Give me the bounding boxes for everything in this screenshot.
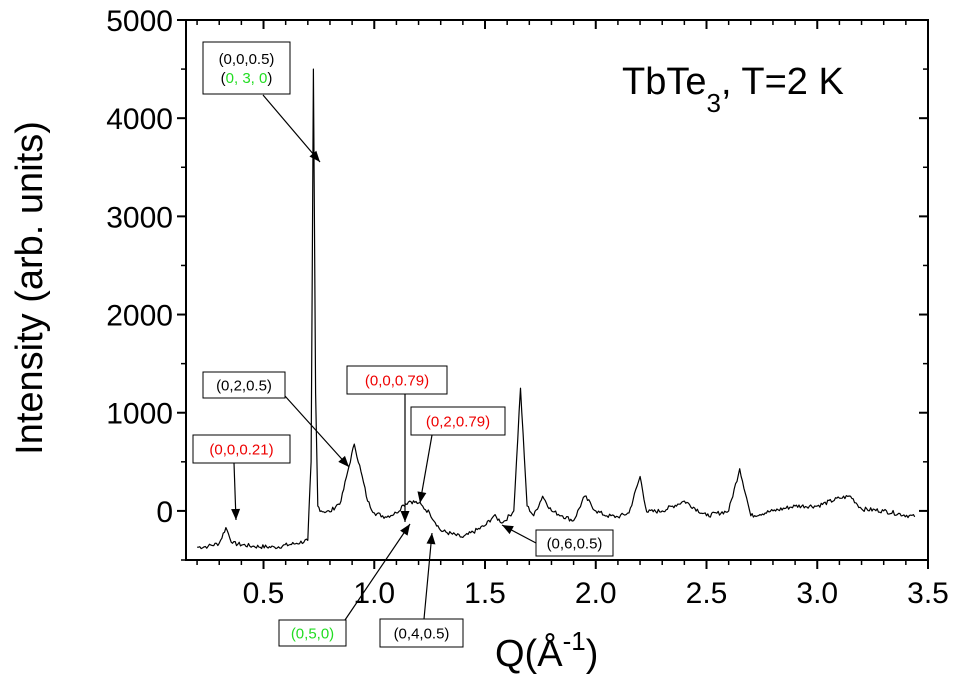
annotation-arrowhead (400, 524, 410, 536)
annotation-box (535, 529, 614, 557)
chart-title: TbTe3, T=2 K (622, 61, 844, 118)
annotation-arrowhead (400, 511, 410, 522)
annotation-label: (0, 3, 0) (221, 70, 273, 87)
x-axis-label: Q(Å-1) (495, 626, 598, 675)
annotation-arrow (423, 532, 433, 620)
axis-ticks: 0.5 1.0 1.5 2.0 2.5 3.0 3.5 0 1000 2000 3000 4000 50… (106, 5, 949, 610)
chart-title-subscript: 3 (706, 88, 720, 118)
annotation-label-part: (0,4,0.5) (394, 626, 450, 643)
annotation-label-part: (0,2,0.5) (216, 378, 272, 395)
annotation-box (410, 406, 506, 436)
annotation-arrow (344, 523, 411, 621)
chart-title-main: TbTe (622, 61, 706, 103)
annotation-label: (0,6,0.5) (547, 536, 603, 553)
annotation-label-part: (0,0,0.5) (219, 51, 275, 68)
x-tick-label: 2.0 (575, 577, 617, 610)
y-tick-label: 0 (156, 496, 173, 529)
annotation-6: (0,5,0) (278, 523, 411, 647)
annotation-arrowhead (309, 150, 320, 162)
annotation-7: (0,4,0.5) (379, 532, 464, 648)
x-tick-label: 1.0 (353, 577, 395, 610)
x-tick-label: 3.5 (907, 577, 949, 610)
annotation-box (202, 371, 286, 399)
annotation-label-part: (0,6,0.5) (547, 536, 603, 553)
x-tick-label: 1.5 (464, 577, 506, 610)
annotation-label-part: ( (221, 70, 226, 87)
annotation-box (379, 618, 464, 648)
annotation-arrowhead (426, 533, 436, 545)
annotation-label: (0,0,0.21) (209, 442, 273, 459)
axes-frame (185, 19, 929, 561)
y-axis-label: Intensity (arb. units) (9, 121, 51, 455)
annotation-5: (0,6,0.5) (501, 524, 614, 557)
annotation-arrow (419, 434, 433, 504)
x-axis-label-part: Q( (495, 633, 538, 675)
chart-title-rest: , T=2 K (721, 61, 844, 103)
annotation-box (192, 434, 291, 464)
annotation-label-part: (0,2,0.79) (426, 414, 490, 431)
data-series (197, 68, 916, 550)
annotation-arrowhead (417, 491, 427, 503)
annotation-label-part: (0,5,0) (291, 626, 334, 643)
x-axis-label-part: ) (586, 633, 599, 675)
x-tick-label: 0.5 (243, 577, 285, 610)
annotation-1: (0,2,0.5) (202, 371, 350, 468)
annotation-3: (0,2,0.79) (410, 406, 506, 504)
annotation-arrowhead (231, 508, 241, 520)
annotation-arrowhead (338, 455, 349, 467)
annotation-label-part: ) (267, 70, 272, 87)
annotation-box (202, 41, 291, 95)
annotation-label: (0,2,0.5) (216, 378, 272, 395)
annotation-arrowhead (502, 525, 514, 535)
x-tick-label: 2.5 (686, 577, 728, 610)
annotation-label: (0,4,0.5) (394, 626, 450, 643)
y-tick-label: 3000 (106, 201, 173, 234)
annotation-box (346, 365, 448, 395)
y-tick-label: 2000 (106, 300, 173, 333)
annotation-label-part: (0,0,0.79) (365, 373, 429, 390)
intensity-line (197, 68, 916, 550)
x-axis-label-part: Å (537, 631, 563, 675)
x-tick-label: 3.0 (796, 577, 838, 610)
annotation-label-part: (0,0,0.21) (209, 442, 273, 459)
annotation-label: (0,5,0) (291, 626, 334, 643)
annotation-0: (0,0,0.5) (0, 3, 0) (202, 41, 321, 163)
annotation-label: (0,0,0.79) (365, 373, 429, 390)
annotation-box (278, 619, 347, 647)
annotation-arrow (284, 395, 350, 468)
plot-frame (185, 19, 929, 561)
annotation-arrow (262, 94, 321, 163)
annotation-label: (0,0,0.5) (219, 51, 275, 68)
x-axis-label-part: -1 (563, 626, 586, 656)
annotation-label: (0,2,0.79) (426, 414, 490, 431)
y-tick-label: 5000 (106, 5, 173, 38)
annotation-4: (0,0,0.21) (192, 434, 291, 521)
peak-annotations: (0,0,0.5) (0, 3, 0) (0,2,0.5) (0,0,0.79) (0,… (192, 41, 614, 648)
y-tick-label: 4000 (106, 103, 173, 136)
annotation-2: (0,0,0.79) (346, 365, 448, 522)
axis-labels: TbTe3, T=2 K Q(Å-1) Intensity (arb. units) (9, 61, 844, 675)
annotation-label-part: 0, 3, 0 (226, 70, 268, 87)
y-tick-label: 1000 (106, 398, 173, 431)
